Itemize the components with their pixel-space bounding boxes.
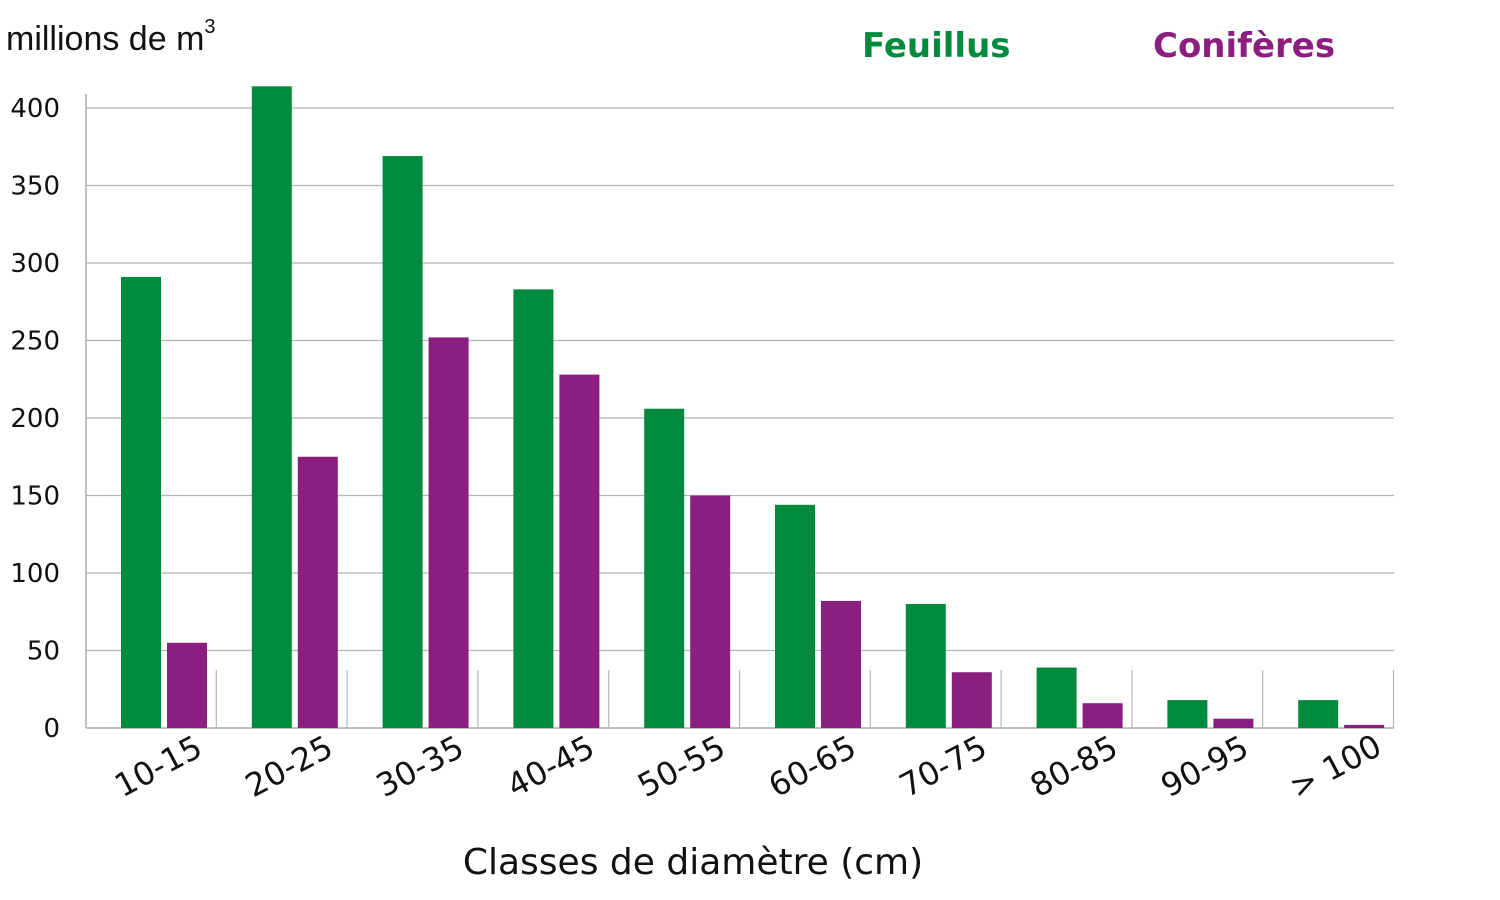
y-tick-label: 350: [10, 172, 60, 202]
bar-coniferes: [690, 495, 731, 728]
bar-coniferes: [821, 600, 861, 728]
bar-coniferes: [951, 672, 992, 728]
y-tick-label: 250: [10, 327, 60, 357]
x-tick-label: 10-15: [108, 728, 208, 805]
bar-coniferes: [1213, 718, 1254, 728]
y-tick-label: 150: [10, 482, 60, 512]
x-tick-label: 40-45: [501, 728, 601, 805]
x-tick-label: > 100: [1283, 726, 1387, 806]
bar-feuillus: [251, 86, 292, 729]
x-tick-label: 70-75: [893, 728, 993, 805]
bar-feuillus: [1036, 667, 1077, 728]
bar-coniferes: [1344, 724, 1385, 728]
x-axis-title: Classes de diamètre (cm): [462, 842, 924, 883]
bar-feuillus: [382, 156, 423, 729]
bar-coniferes: [428, 337, 469, 728]
bar-feuillus: [775, 504, 815, 728]
bar-feuillus: [513, 289, 554, 728]
legend-coniferes: Conifères: [1153, 26, 1336, 66]
bar-feuillus: [1167, 700, 1208, 728]
bar-feuillus: [905, 604, 946, 728]
x-tick-label: 60-65: [762, 728, 862, 805]
x-tick-label: 80-85: [1024, 728, 1124, 805]
y-tick-label: 300: [10, 249, 60, 279]
bar-coniferes: [167, 642, 207, 728]
bar-feuillus: [644, 408, 685, 728]
x-tick-label: 50-55: [631, 728, 731, 805]
y-tick-label: 0: [43, 714, 60, 744]
bar-coniferes: [297, 456, 338, 728]
y-tick-label: 200: [10, 404, 60, 434]
x-tick-label: 30-35: [370, 728, 470, 805]
y-tick-label: 100: [10, 559, 60, 589]
bar-coniferes: [559, 374, 600, 728]
y-tick-label: 50: [27, 637, 60, 667]
x-tick-label: 90-95: [1155, 728, 1255, 805]
bar-feuillus: [1298, 700, 1339, 728]
x-tick-label: 20-25: [239, 728, 339, 805]
y-axis-unit-label: millions de m3: [6, 16, 216, 58]
legend-feuillus: Feuillus: [862, 26, 1011, 66]
bar-feuillus: [121, 276, 161, 728]
bar-coniferes: [1082, 703, 1123, 728]
y-tick-label: 400: [10, 94, 60, 124]
